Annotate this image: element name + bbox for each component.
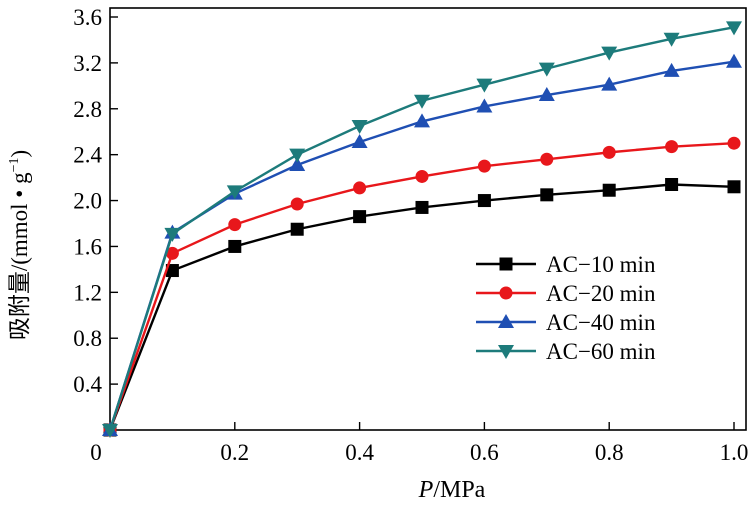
data-point [353,210,367,224]
data-point [351,134,368,149]
legend-item: AC−40 min [476,310,656,335]
x-axis-label-italic: P [418,477,434,503]
data-point [165,246,179,260]
series-line [108,26,735,431]
data-point [726,53,742,68]
data-point [540,188,554,202]
data-point [351,119,368,134]
legend-marker [498,314,514,328]
x-tick-label: 1.0 [720,440,749,465]
y-tick-label: 2.4 [73,143,102,168]
series-2 [103,136,741,437]
x-axis-label-unit: /MPa [433,477,485,503]
legend-label: AC−20 min [546,281,656,306]
data-point [602,145,616,159]
data-point [538,87,555,102]
x-tick-label: 0.4 [345,440,374,465]
data-point [414,94,430,109]
data-point [415,200,429,214]
data-point [727,136,741,150]
data-point [165,264,179,278]
data-point [353,181,367,195]
data-point [290,197,304,211]
legend-item: AC−20 min [476,281,656,306]
data-point [102,424,118,438]
y-tick-label: 3.2 [73,51,102,76]
data-point [727,180,741,194]
axes: 0.4 0.8 1.2 1.6 2.0 2.4 2.8 3.2 3.6 0.2 0.4 0.6 0.8 1… [73,5,748,465]
y-axis-label: 吸附量/(mmol • g−1) [7,150,32,340]
data-point [665,177,679,191]
data-point [289,156,306,171]
series-line [108,183,735,431]
y-tick-label: 1.2 [73,280,102,305]
data-point [228,239,242,253]
data-point [477,194,491,208]
data-point [540,152,554,166]
y-tick-label: 0.4 [73,372,102,397]
y-axis-label-superscript: −1 [7,157,22,172]
data-point [289,148,306,163]
x-tick-label: 0.6 [470,440,499,465]
legend-marker [498,345,514,359]
legend-marker [499,257,513,271]
y-tick-label: 3.6 [73,5,102,30]
y-tick-label: 2.8 [73,97,102,122]
data-point [164,227,181,242]
data-point [476,98,493,113]
y-axis-label-close: ) [7,150,32,158]
data-point [538,62,555,77]
data-point [290,222,304,236]
x-tick-label: 0.8 [595,440,624,465]
data-point [663,32,680,47]
x-tick-label: 0.2 [220,440,249,465]
data-point [228,218,242,232]
data-point [601,76,618,91]
legend-item: AC−10 min [476,252,656,277]
data-point [226,185,243,200]
data-point [477,159,491,173]
legend-item: AC−60 min [476,339,656,364]
y-tick-label: 2.0 [73,189,102,214]
x-axis-label: P/MPa [418,477,486,503]
legend-label: AC−40 min [546,310,656,335]
y-tick-label: 0.8 [73,326,102,351]
data-point [414,113,430,128]
plot-frame [109,7,747,431]
data-point [476,78,493,93]
series-4 [102,21,742,438]
y-tick-label: 1.6 [73,234,102,259]
data-point [726,21,742,36]
legend-label: AC−60 min [546,339,656,364]
legend: AC−10 min AC−20 min AC−40 min AC−60 min [476,252,656,364]
legend-marker [499,286,513,300]
data-point [601,46,618,61]
origin-label: 0 [90,440,102,465]
data-point [415,169,429,183]
series-layer [102,21,742,438]
y-axis-label-main: 吸附量/(mmol • g [7,172,32,340]
data-point [665,140,679,154]
series-3 [102,53,742,436]
data-point [663,62,680,77]
legend-label: AC−10 min [546,252,656,277]
data-point [602,183,616,197]
